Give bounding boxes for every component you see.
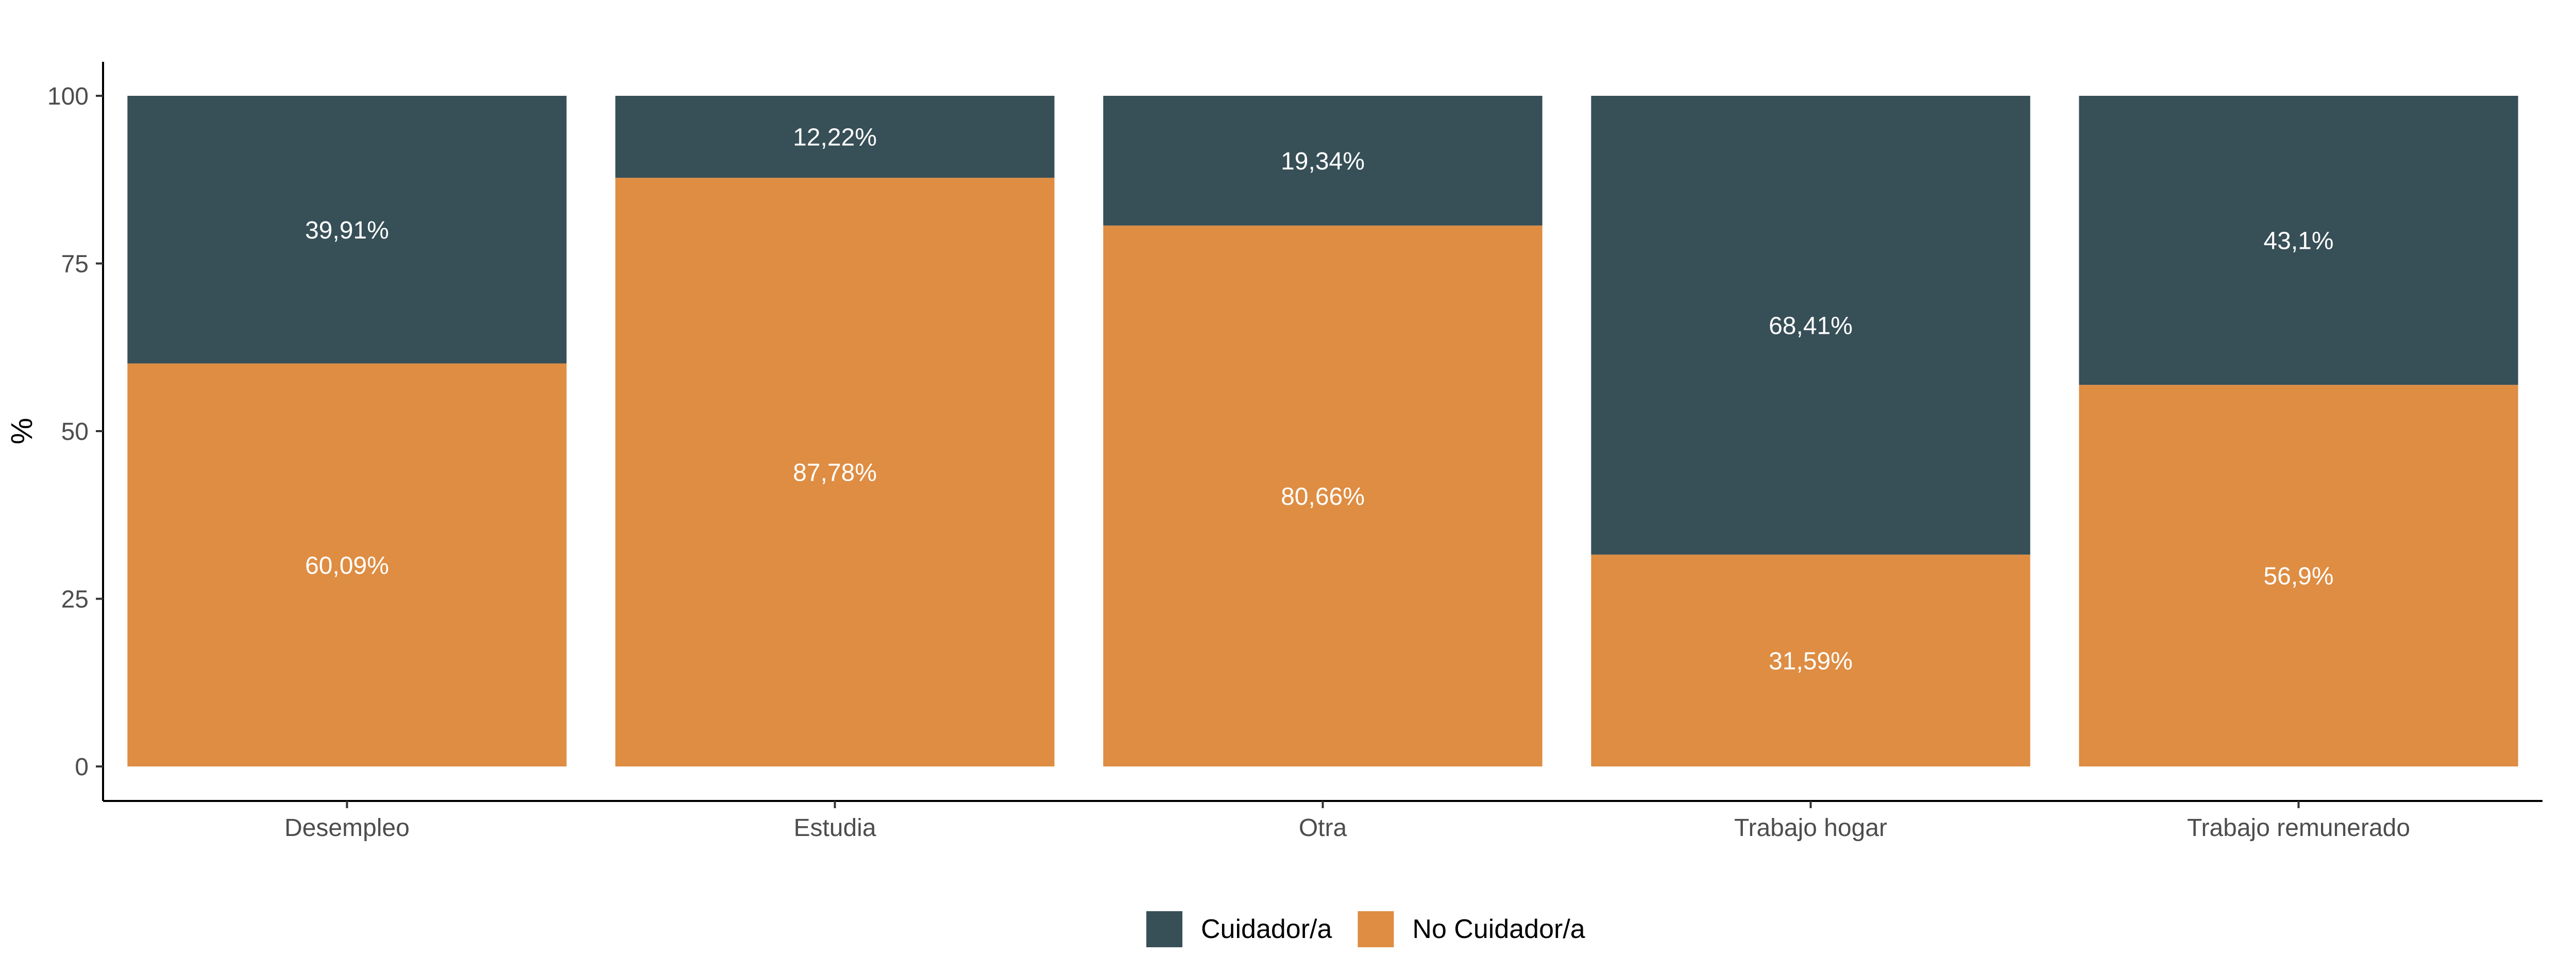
y-tick-label: 0 [75,754,89,781]
x-ticks: Desempleo Estudia Otra Trabajo hogar Trabajo… [284,801,2410,842]
bar-segment [1591,96,2030,555]
x-tick-label: Desempleo [284,814,410,842]
bar-segment [1103,225,1543,767]
bar-value-label: 87,78% [793,459,877,487]
y-tick-label: 50 [61,418,89,446]
legend-label: Cuidador/a [1201,914,1332,944]
y-tick-label: 25 [61,586,89,613]
legend-label: No Cuidador/a [1412,914,1585,944]
legend-swatch [1358,911,1394,947]
bar-segment [127,96,567,364]
x-tick-label: Otra [1299,814,1347,842]
bar-value-label: 60,09% [305,552,389,579]
legend: Cuidador/a No Cuidador/a [1146,911,1585,947]
bar-segment [2079,96,2518,385]
y-tick-label: 100 [47,83,89,110]
bar-segment [615,178,1055,767]
y-tick-label: 75 [61,251,89,278]
x-tick-label: Trabajo hogar [1734,814,1887,842]
bar-value-label: 39,91% [305,217,389,244]
bar-segment [1103,96,1543,226]
y-axis-title: % [5,418,39,445]
bar-value-label: 19,34% [1281,148,1365,175]
legend-swatch [1146,911,1182,947]
x-tick-label: Trabajo remunerado [2187,814,2410,842]
y-ticks: 0 25 50 75 100 [47,83,103,781]
bar-segment [127,363,567,766]
bar-value-label: 43,1% [2263,228,2333,255]
bar-segment [1591,554,2030,766]
bar-segment [2079,385,2518,766]
bar-segment [615,96,1055,178]
bar-value-label: 68,41% [1769,312,1853,339]
bar-value-label: 80,66% [1281,483,1365,510]
bars-layer: 60,09% 39,91% 87,78% 12,22% 80,66% 19,34% 31,5… [127,96,2518,767]
bar-value-label: 56,9% [2263,563,2333,590]
bar-value-label: 31,59% [1769,647,1853,675]
bar-value-label: 12,22% [793,124,877,151]
x-tick-label: Estudia [793,814,876,842]
